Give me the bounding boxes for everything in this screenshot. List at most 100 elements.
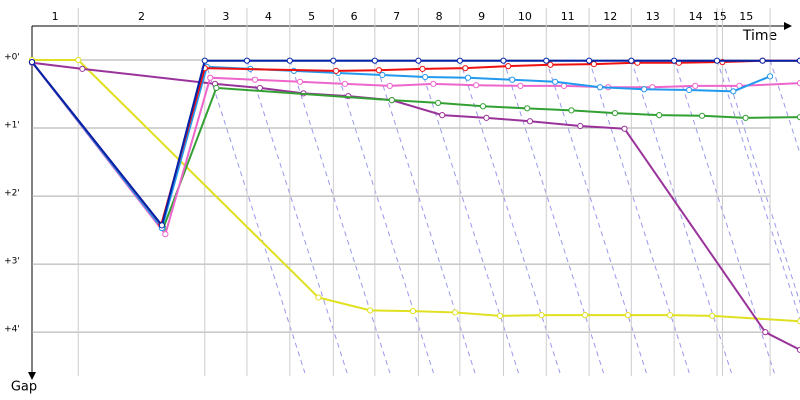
data-point — [709, 312, 716, 319]
x-tick-label: 3 — [222, 10, 229, 23]
y-tick-label: +4' — [4, 325, 20, 335]
data-point — [713, 57, 721, 64]
data-point — [796, 80, 800, 87]
data-point — [568, 107, 575, 114]
data-point — [28, 58, 36, 66]
data-point — [409, 307, 417, 315]
data-point — [796, 318, 800, 325]
x-tick-label: 1 — [52, 10, 59, 23]
time-diagonal — [459, 59, 561, 374]
data-point — [552, 78, 559, 85]
time-diagonal — [716, 59, 800, 322]
series-line — [31, 61, 800, 237]
data-point — [517, 82, 524, 89]
time-diagonal — [630, 59, 732, 374]
data-point — [500, 57, 507, 64]
x-tick-label: 12 — [603, 10, 617, 23]
data-point — [641, 86, 648, 93]
data-point — [526, 118, 534, 125]
data-point — [379, 71, 386, 79]
data-point — [581, 312, 589, 319]
data-point — [586, 57, 593, 64]
data-point — [452, 309, 459, 316]
data-point — [621, 125, 628, 132]
data-point — [796, 346, 800, 353]
data-point — [252, 76, 259, 83]
data-point — [766, 73, 774, 80]
x-axis-label: Time — [742, 28, 777, 44]
time-diagonal — [246, 59, 348, 374]
data-point — [796, 57, 800, 64]
data-point — [456, 57, 463, 64]
data-point — [759, 57, 766, 64]
series-line — [32, 59, 800, 323]
data-point — [462, 65, 469, 72]
data-point — [332, 67, 340, 75]
data-point — [435, 99, 442, 106]
data-point — [538, 312, 545, 319]
data-point — [375, 67, 383, 74]
data-point — [296, 78, 304, 85]
time-diagonal — [769, 59, 800, 156]
data-point — [624, 312, 631, 319]
data-point — [483, 114, 490, 121]
data-point — [590, 61, 597, 68]
time-diagonal — [289, 59, 391, 374]
data-point — [315, 294, 322, 301]
x-tick-label: 14 — [689, 10, 703, 23]
data-point — [201, 57, 208, 64]
data-point — [479, 103, 487, 110]
data-point — [330, 57, 337, 64]
data-point — [692, 82, 699, 89]
data-point — [388, 97, 395, 104]
time-diagonal — [502, 59, 605, 374]
data-point — [341, 80, 349, 87]
x-tick-label: 15 — [713, 10, 727, 23]
x-tick-label: 7 — [393, 10, 400, 23]
data-point — [543, 57, 550, 64]
data-point — [671, 57, 678, 64]
time-diagonal — [673, 59, 775, 374]
x-tick-label: 5 — [308, 10, 315, 23]
data-point — [505, 63, 512, 70]
data-point — [439, 112, 446, 119]
data-point — [473, 82, 480, 89]
data-point — [742, 114, 749, 121]
y-tick-label: +2' — [4, 189, 20, 199]
series-line — [31, 61, 800, 351]
data-point — [611, 109, 619, 117]
data-point — [524, 105, 531, 112]
data-point — [386, 82, 393, 89]
data-point — [415, 57, 422, 64]
x-tick-label: 13 — [646, 10, 660, 23]
data-point — [366, 307, 374, 314]
data-point — [419, 65, 426, 72]
data-point — [496, 312, 504, 319]
y-tick-label: +0' — [4, 53, 20, 63]
data-point — [596, 84, 604, 91]
data-point — [422, 73, 429, 81]
x-tick-label: 2 — [138, 10, 145, 23]
time-diagonal — [374, 59, 476, 374]
time-diagonal — [204, 59, 306, 374]
x-tick-label: 15 — [739, 10, 753, 23]
x-tick-label: 4 — [265, 10, 272, 23]
data-point — [213, 84, 220, 92]
data-point — [686, 86, 693, 94]
time-diagonal — [332, 59, 434, 374]
data-point — [762, 329, 769, 336]
x-tick-label: 6 — [351, 10, 358, 23]
data-point — [371, 57, 378, 64]
time-diagonal — [721, 59, 800, 304]
data-point — [162, 231, 169, 238]
data-point — [547, 61, 554, 68]
x-tick-label: 10 — [518, 10, 532, 23]
data-point — [256, 84, 263, 92]
data-point — [656, 112, 663, 119]
data-point — [796, 114, 800, 121]
x-tick-label: 8 — [436, 10, 443, 23]
data-point — [698, 112, 706, 119]
data-point — [207, 74, 214, 81]
y-tick-label: +3' — [4, 257, 20, 267]
